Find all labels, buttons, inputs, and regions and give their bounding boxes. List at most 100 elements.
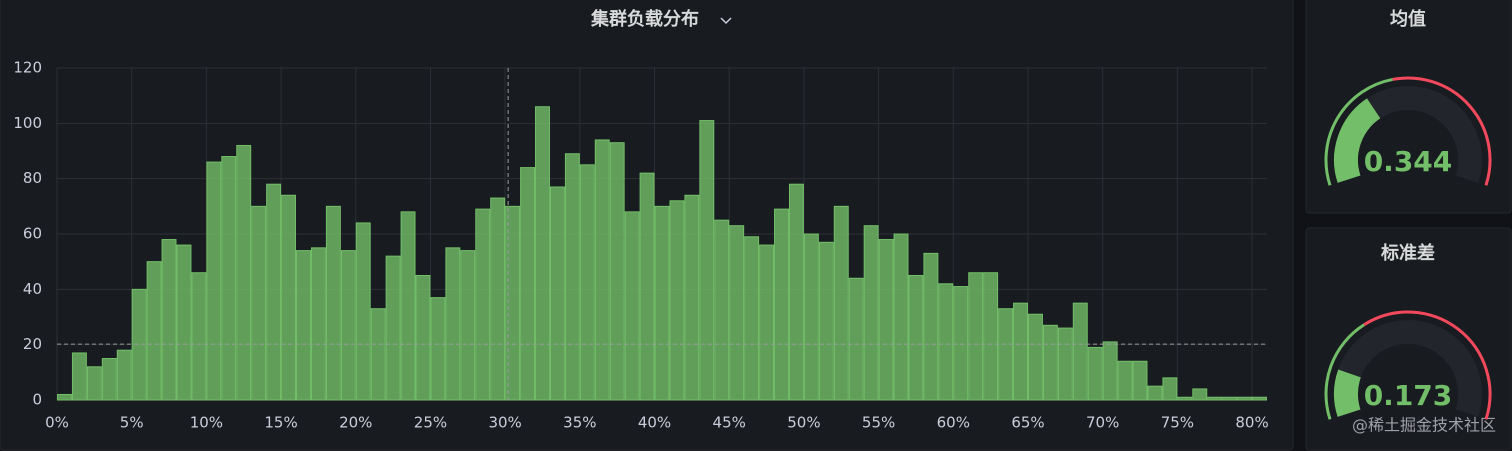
bar xyxy=(445,247,461,401)
bar xyxy=(953,286,969,401)
x-tick-label: 65% xyxy=(1011,414,1044,432)
bar xyxy=(788,183,804,401)
y-tick-label: 120 xyxy=(13,59,42,77)
bar xyxy=(191,272,207,401)
gauge-fill xyxy=(1334,369,1361,417)
bar xyxy=(714,219,730,401)
bar xyxy=(624,211,640,401)
x-tick-label: 25% xyxy=(414,414,447,432)
bar xyxy=(744,236,760,401)
bar xyxy=(355,222,371,401)
bar xyxy=(1057,327,1073,401)
bar xyxy=(908,275,924,401)
gauge-value: 0.344 xyxy=(1364,145,1453,178)
bar xyxy=(1252,396,1268,401)
bar xyxy=(400,211,416,401)
bar xyxy=(71,352,87,401)
bar xyxy=(833,205,849,401)
bar xyxy=(669,200,685,401)
bar xyxy=(266,183,282,401)
bar xyxy=(818,241,834,401)
gauge-fill xyxy=(1334,98,1381,183)
bar xyxy=(1013,302,1028,401)
x-tick-label: 20% xyxy=(339,414,372,432)
bar xyxy=(684,194,700,401)
bar xyxy=(803,233,819,401)
x-tick-label: 30% xyxy=(488,414,521,432)
bar xyxy=(325,205,341,401)
bar xyxy=(759,244,775,401)
bar xyxy=(968,272,984,401)
bar xyxy=(370,308,386,401)
threshold-arc xyxy=(1324,77,1393,186)
threshold-arc xyxy=(1392,76,1492,186)
bar xyxy=(774,208,789,401)
bar xyxy=(893,233,909,401)
bar xyxy=(983,272,999,401)
bar xyxy=(1117,360,1133,401)
bar xyxy=(998,308,1014,401)
bar xyxy=(863,225,879,401)
bar xyxy=(535,106,550,401)
bar xyxy=(1147,385,1163,401)
panel-title[interactable]: 集群负载分布 xyxy=(590,8,699,30)
bar xyxy=(475,208,491,401)
y-tick-label: 20 xyxy=(23,335,42,353)
bar xyxy=(86,366,102,401)
y-tick-label: 0 xyxy=(32,391,42,409)
bar xyxy=(116,349,132,401)
bar xyxy=(699,120,715,401)
bar xyxy=(340,250,356,401)
x-tick-label: 60% xyxy=(937,414,970,432)
bar xyxy=(564,153,580,401)
bar xyxy=(848,277,864,401)
x-tick-label: 15% xyxy=(264,414,297,432)
bar xyxy=(1177,396,1193,401)
bar xyxy=(176,244,192,401)
bar xyxy=(878,239,894,401)
x-tick-label: 10% xyxy=(190,414,223,432)
bar xyxy=(460,250,476,401)
bar xyxy=(1162,377,1178,401)
bar xyxy=(1132,360,1148,401)
watermark: @稀土掘金技术社区 xyxy=(1352,416,1496,435)
gauge-value: 0.173 xyxy=(1364,379,1453,412)
x-tick-label: 75% xyxy=(1161,414,1194,432)
bar xyxy=(579,164,595,401)
bar xyxy=(1222,396,1238,401)
bar xyxy=(281,194,297,401)
bar xyxy=(430,297,446,401)
x-tick-label: 80% xyxy=(1235,414,1268,432)
bar xyxy=(385,255,401,401)
bar xyxy=(654,205,670,401)
y-tick-label: 60 xyxy=(23,225,42,243)
bar xyxy=(251,205,267,401)
bar xyxy=(505,205,521,401)
bar xyxy=(1237,396,1253,401)
bar xyxy=(490,197,506,401)
y-tick-label: 80 xyxy=(23,169,42,187)
bar xyxy=(310,247,326,401)
bar xyxy=(1207,396,1223,401)
panel-title[interactable]: 均值 xyxy=(1390,8,1426,30)
x-tick-label: 70% xyxy=(1086,414,1119,432)
x-tick-label: 55% xyxy=(862,414,895,432)
bar xyxy=(609,142,625,401)
x-tick-label: 50% xyxy=(787,414,820,432)
threshold-arc xyxy=(1324,323,1365,420)
x-tick-label: 45% xyxy=(713,414,746,432)
bar xyxy=(1042,324,1058,401)
threshold-arc xyxy=(1363,310,1492,420)
x-tick-label: 0% xyxy=(45,414,69,432)
bar xyxy=(161,239,177,401)
bar xyxy=(236,144,252,401)
bar xyxy=(639,172,655,401)
title-chevron[interactable] xyxy=(720,17,732,25)
bar xyxy=(729,225,745,401)
bar xyxy=(1072,302,1088,401)
bar xyxy=(221,156,237,401)
bar xyxy=(1027,313,1043,401)
bar xyxy=(146,261,162,401)
panel-title[interactable]: 标准差 xyxy=(1380,242,1435,264)
